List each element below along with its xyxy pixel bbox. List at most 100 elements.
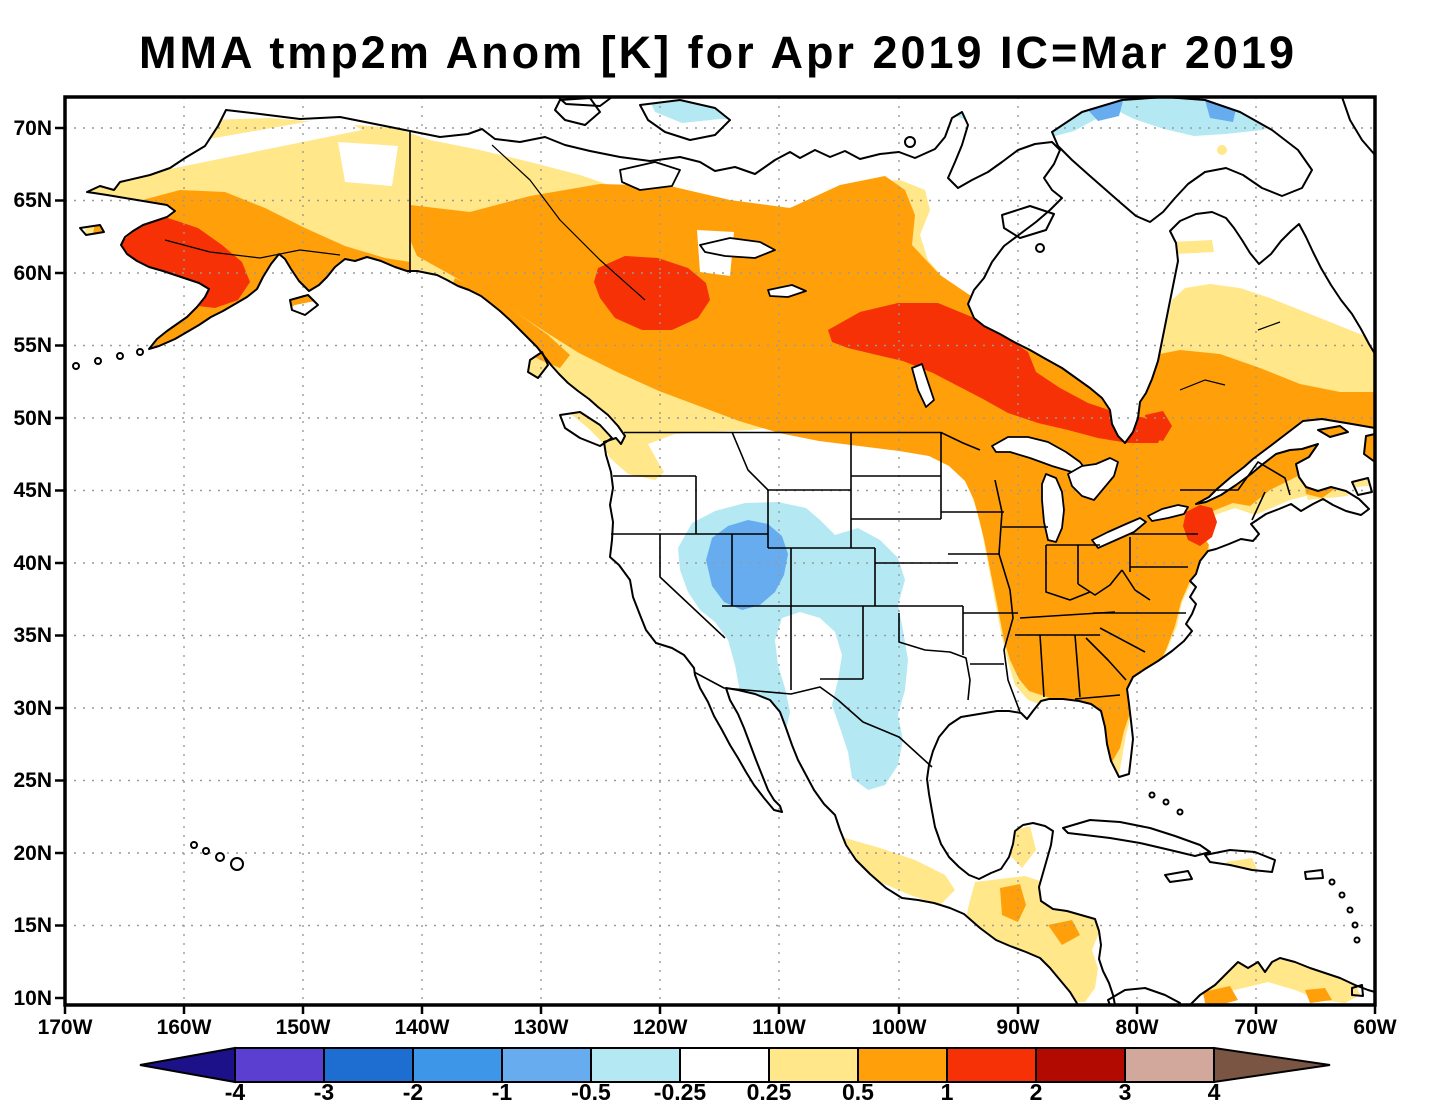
lake-ontario [1147,504,1189,522]
yukon-river [164,239,341,259]
great-bear-lake [619,161,681,191]
chart-title: MMA tmp2m Anom [K] for Apr 2019 IC=Mar 2… [139,27,1297,78]
colorbar-segment-1 [323,1047,414,1083]
lon-tick-label: 160W [157,1016,212,1039]
mackenzie-river [491,144,646,301]
coastline-aleutian-3 [94,357,102,365]
lon-tick-label: 110W [752,1016,806,1039]
colorbar-tick-label: -2 [403,1079,423,1100]
anomaly-spot-newyork-red [1183,505,1217,546]
anomaly-spot-quebec-red [1145,411,1172,441]
anomaly-region-ungava-yellow [1172,240,1214,254]
coastline-panama [1107,987,1181,1006]
neutral-patch-hudson-west [936,168,978,258]
lat-tick-label: 55N [13,334,52,357]
colorbar-tick-label: -0.25 [654,1079,707,1100]
us-canada-border-east [1180,461,1291,496]
state-borders-east [1093,491,1266,614]
lon-tick-label: 60W [1353,1016,1396,1039]
anomaly-spot-venezuela-orange-2 [1305,988,1332,1003]
lat-ticks [55,126,65,1000]
lat-tick-label: 60N [13,262,52,285]
coastline-antilles-1 [1328,878,1336,886]
coastline-king-william [904,136,916,148]
anomaly-spot-guatemala-orange [1000,884,1026,922]
lat-tick-label: 20N [13,842,52,865]
colorbar-tick-label: -0.5 [571,1079,611,1100]
neutral-patch-alaska-north [338,142,398,186]
lat-tick-label: 45N [13,479,52,502]
neutral-patch-alaska-coast [135,116,362,170]
colorbar-segment-7 [857,1047,948,1083]
state-borders-west [611,431,963,690]
coastline-antilles-5 [1353,936,1361,944]
quebec-river-squiggle [1179,321,1281,391]
coastline-antilles-2 [1338,891,1346,899]
lon-tick-label: 150W [276,1016,331,1039]
colorbar-tick-label: 2 [1030,1079,1043,1100]
lat-tick-label: 10N [13,987,52,1010]
anomaly-region-central-america-yellow [965,876,1102,1002]
borders-layer [164,131,1291,768]
state-borders-plains [898,511,1018,701]
coastline-aleutian-1 [136,348,144,356]
colorbar-under-arrow [139,1046,236,1084]
coastline-hawaii-2 [202,847,210,855]
coastline-bahamas-2 [1162,798,1170,806]
coastline-bahamas-1 [1148,791,1156,799]
lat-tick-label: 25N [13,769,52,792]
lake-erie [1091,517,1147,549]
colorbar-tick-label: 1 [941,1079,954,1100]
colorbar-segment-0 [234,1047,325,1083]
colorbar-tick-label: 0.5 [842,1079,874,1100]
lakes-layer [619,161,1189,549]
lat-tick-label: 65N [13,189,52,212]
colorbar-segment-9 [1035,1047,1126,1083]
neutral-patch-gulf-coast [930,698,1020,744]
great-slave-lake [699,237,776,259]
anomaly-region-arctic-cyan-2 [928,97,1102,139]
lon-tick-label: 170W [38,1016,93,1039]
coastline-aleutian-4 [72,362,80,370]
us-canada-border [624,431,981,451]
colorbar-segment-4 [590,1047,681,1083]
lon-ticks [63,1005,1377,1014]
coastline-banks-island [554,97,601,126]
colorbar-segment-10 [1124,1047,1215,1083]
colorbar: -4 -3 -2 -1 -0.5 -0.25 0.25 0.5 1 2 3 4 [139,1046,1331,1100]
state-borders-mississippi [994,479,1021,713]
lat-tick-label: 70N [13,117,52,140]
colorbar-segment-8 [946,1047,1037,1083]
lake-winnipeg [911,363,935,408]
lat-tick-label: 50N [13,407,52,430]
lon-tick-label: 90W [996,1016,1039,1039]
axes-layer [55,95,1377,1014]
lake-michigan [1041,473,1065,543]
colorbar-segment-5 [679,1047,770,1083]
coastline-antilles-3 [1346,906,1354,914]
coastline-aleutian-2 [116,352,124,360]
state-borders-midwest [1002,526,1123,601]
coastline-jamaica [1164,870,1193,883]
lon-tick-label: 130W [514,1016,569,1039]
lon-tick-label: 120W [633,1016,688,1039]
colorbar-tick-label: -3 [314,1079,334,1100]
lon-tick-label: 140W [395,1016,450,1039]
coastline-southampton-island [1001,205,1055,239]
colorbar-segment-3 [501,1047,592,1083]
coastline-antilles-4 [1351,921,1359,929]
coastline-hawaii-3 [215,852,225,862]
lat-tick-label: 30N [13,697,52,720]
coastline-puerto-rico [1304,869,1324,880]
coastline-bahamas-3 [1176,808,1184,816]
lake-athabasca [767,284,807,298]
coastline-coats-island [1035,243,1045,253]
colorbar-tick-label: -1 [492,1079,513,1100]
coastline-hawaii-4 [230,857,244,871]
anomaly-region-mexico-yellow [815,838,955,905]
lon-tick-label: 80W [1115,1016,1158,1039]
lat-tick-label: 15N [13,914,52,937]
colorbar-tick-label: 0.25 [747,1079,792,1100]
lon-tick-label: 70W [1234,1016,1277,1039]
